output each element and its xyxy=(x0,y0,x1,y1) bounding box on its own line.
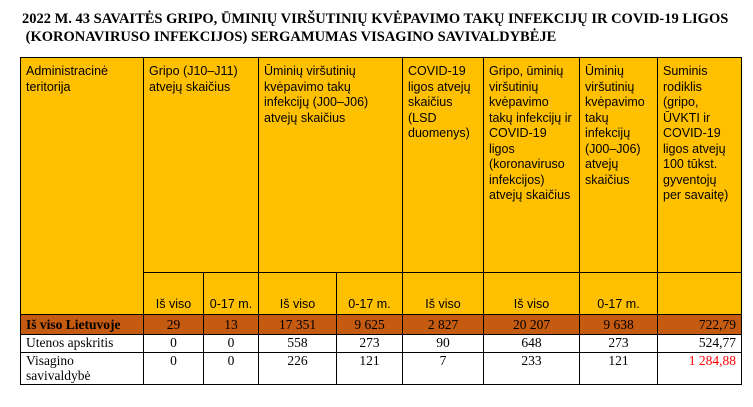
header-territory: Administracinė teritorija xyxy=(20,57,144,315)
cell-index: 722,79 xyxy=(657,314,742,335)
header-uri: Ūminių viršutinių kvėpavimo takų infekci… xyxy=(258,57,403,273)
cell-flu-child: 0 xyxy=(203,334,259,353)
subheader-index xyxy=(657,272,742,315)
cell-flu-total: 0 xyxy=(143,334,204,353)
cell-uri-total: 17 351 xyxy=(258,314,337,335)
incidence-table: Administracinė teritorija Gripo (J10–J11… xyxy=(20,57,742,385)
document-title: 2022 M. 43 SAVAITĖS GRIPO, ŪMINIŲ VIRŠUT… xyxy=(22,10,742,46)
title-line-1: 2022 M. 43 SAVAITĖS GRIPO, ŪMINIŲ VIRŠUT… xyxy=(22,11,729,27)
cell-index-highlight: 1 284,88 xyxy=(657,352,742,385)
table-row: Visagino savivaldybė 0 0 226 121 7 233 1… xyxy=(20,352,742,385)
row-label: Utenos apskritis xyxy=(20,334,144,353)
header-covid: COVID-19 ligos atvejų skaičius (LSD duom… xyxy=(402,57,484,273)
cell-uri-child: 273 xyxy=(336,334,403,353)
cell-covid: 90 xyxy=(402,334,484,353)
cell-uri-child-2: 121 xyxy=(579,352,658,385)
cell-flu-child: 0 xyxy=(203,352,259,385)
cell-uri-child-2: 9 638 xyxy=(579,314,658,335)
header-index: Suminis rodiklis (gripo, ŪVKTI ir COVID-… xyxy=(657,57,742,273)
cell-uri-child: 121 xyxy=(336,352,403,385)
subheader-flu-total: Iš viso xyxy=(143,272,204,315)
table-row: Iš viso Lietuvoje 29 13 17 351 9 625 2 8… xyxy=(20,314,742,335)
subheader-flu-child: 0-17 m. xyxy=(203,272,259,315)
cell-flu-total: 0 xyxy=(143,352,204,385)
row-label: Visagino savivaldybė xyxy=(20,352,144,385)
cell-index: 524,77 xyxy=(657,334,742,353)
subheader-row: Iš viso 0-17 m. Iš viso 0-17 m. Iš viso … xyxy=(21,272,742,315)
subheader-uri-total: Iš viso xyxy=(258,272,337,315)
header-uri-child: Ūminių viršutinių kvėpavimo takų infekci… xyxy=(579,57,658,273)
subheader-uri-child-2: 0-17 m. xyxy=(579,272,658,315)
header-row: Administracinė teritorija Gripo (J10–J11… xyxy=(20,57,742,315)
cell-flu-total: 29 xyxy=(143,314,204,335)
cell-covid: 7 xyxy=(402,352,484,385)
cell-combined: 233 xyxy=(483,352,580,385)
cell-flu-child: 13 xyxy=(203,314,259,335)
cell-combined: 20 207 xyxy=(483,314,580,335)
header-combined: Gripo, ūminių viršutinių kvėpavimo takų … xyxy=(483,57,580,273)
cell-uri-child-2: 273 xyxy=(579,334,658,353)
subheader-combined-total: Iš viso xyxy=(483,272,580,315)
subheader-uri-child: 0-17 m. xyxy=(336,272,403,315)
table-row: Utenos apskritis 0 0 558 273 90 648 273 … xyxy=(20,334,742,353)
cell-uri-total: 226 xyxy=(258,352,337,385)
cell-combined: 648 xyxy=(483,334,580,353)
title-line-2: (KORONAVIRUSO INFEKCIJOS) SERGAMUMAS VIS… xyxy=(22,29,557,45)
header-flu: Gripo (J10–J11) atvejų skaičius xyxy=(143,57,259,273)
cell-uri-child: 9 625 xyxy=(336,314,403,335)
cell-uri-total: 558 xyxy=(258,334,337,353)
cell-covid: 2 827 xyxy=(402,314,484,335)
subheader-covid-total: Iš viso xyxy=(402,272,484,315)
highlight-value: 1 284,88 xyxy=(688,353,736,369)
row-label: Iš viso Lietuvoje xyxy=(20,314,144,335)
